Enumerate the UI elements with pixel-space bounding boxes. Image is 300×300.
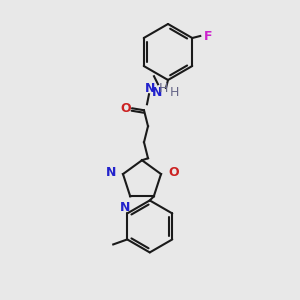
Text: H: H <box>170 86 179 100</box>
Text: O: O <box>121 102 131 115</box>
Text: O: O <box>168 166 178 178</box>
Text: N: N <box>145 82 155 95</box>
Text: N: N <box>152 86 162 100</box>
Text: F: F <box>204 29 213 43</box>
Text: N: N <box>106 166 116 178</box>
Text: H: H <box>159 82 168 95</box>
Text: N: N <box>120 201 130 214</box>
